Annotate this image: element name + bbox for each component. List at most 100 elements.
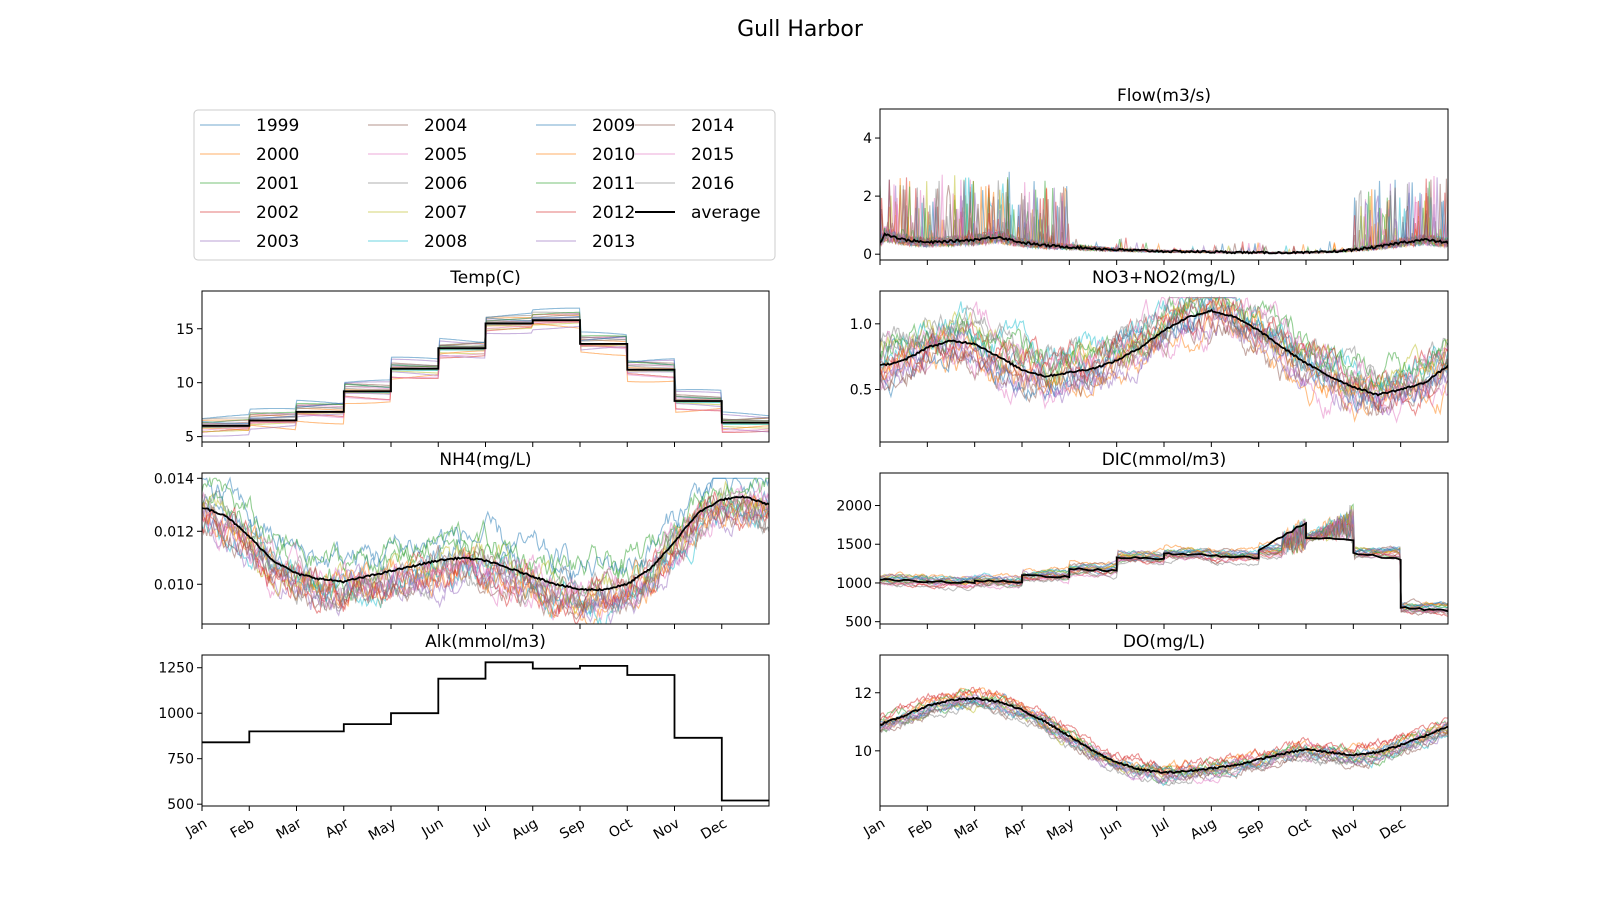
legend-label-2005: 2005 [424,145,467,165]
x-tick-label-jul: Jul [470,816,494,839]
series-line-2012 [880,686,1448,776]
y-tick-label: 0.014 [154,471,194,487]
x-tick-label-oct: Oct [1285,815,1314,841]
panels: Flow(m3/s) 0 2 4 Temp(C) 5 10 15 NH4(mg/L) 0.010 0… [154,86,1449,844]
panel-title: DO(mg/L) [1123,632,1205,652]
legend: 1999 2000 2001 2002 2003 2004 2005 2006 2007 2008… [193,109,776,261]
x-tick-label-jun: Jun [418,816,446,841]
legend-label-2009: 2009 [592,116,635,136]
x-tick-label-dec: Dec [1377,816,1408,843]
x-tick-label-nov: Nov [651,816,683,844]
panel-title: NO3+NO2(mg/L) [1092,268,1236,288]
average-line [880,232,1448,255]
series-line-2015 [202,481,769,608]
series-line-2001 [202,491,769,604]
panel-no3-no2-mg-l-: NO3+NO2(mg/L) 0.5 1.0 [850,268,1449,447]
panel-title: NH4(mg/L) [439,450,531,470]
x-tick-label-apr: Apr [1001,815,1030,841]
legend-label-1999: 1999 [256,116,299,136]
x-tick-label-aug: Aug [509,816,541,844]
axes-frame [201,290,770,443]
series-line-2001 [880,696,1448,785]
x-tick-label-jul: Jul [1148,816,1172,839]
series-line-1999 [880,698,1448,777]
panel-title: DIC(mmol/m3) [1102,450,1227,470]
legend-label-2003: 2003 [256,232,299,252]
legend-label-average: average [691,203,761,223]
y-tick-label: 500 [845,615,872,631]
y-tick-label: 1250 [158,661,194,677]
legend-label-2013: 2013 [592,232,635,252]
legend-label-2015: 2015 [691,145,734,165]
y-tick-label: 0.5 [850,382,872,398]
legend-label-2011: 2011 [592,174,635,194]
x-tick-label-dec: Dec [698,816,729,843]
series-line-2015 [880,509,1448,614]
legend-label-2014: 2014 [691,116,734,136]
y-tick-label: 1000 [836,576,872,592]
legend-frame [193,109,776,261]
panel-do-mg-l-: DO(mg/L) 10 12 Jan Feb Mar Apr May Jun Jul Aug Sep O… [854,632,1449,844]
average-line [880,308,1448,397]
y-tick-label: 10 [176,376,194,392]
legend-label-2004: 2004 [424,116,467,136]
y-tick-label: 10 [854,744,872,760]
average-line [202,495,769,592]
y-tick-label: 750 [167,752,194,768]
x-tick-label-apr: Apr [323,815,352,841]
x-tick-label-oct: Oct [606,815,635,841]
y-tick-label: 15 [176,322,194,338]
y-tick-label: 5 [185,430,194,446]
legend-label-2016: 2016 [691,174,734,194]
panel-temp-c-: Temp(C) 5 10 15 [176,268,770,447]
legend-label-2008: 2008 [424,232,467,252]
y-tick-label: 2000 [836,499,872,515]
average-line [880,521,1448,613]
panel-title: Flow(m3/s) [1117,86,1211,106]
y-tick-label: 0 [863,247,872,263]
series-line-2012 [880,519,1448,617]
panel-title: Temp(C) [449,268,520,288]
series-line-2016 [880,297,1448,400]
x-tick-label-feb: Feb [906,816,936,842]
x-tick-label-feb: Feb [228,816,258,842]
panel-nh4-mg-l-: NH4(mg/L) 0.010 0.012 0.014 [154,450,770,629]
y-tick-label: 4 [863,131,872,147]
series-line-2016 [880,521,1448,614]
legend-label-2010: 2010 [592,145,635,165]
legend-label-2000: 2000 [256,145,299,165]
panel-title: Alk(mmol/m3) [425,632,546,652]
y-tick-label: 1000 [158,706,194,722]
average-line [202,319,769,427]
y-tick-label: 0.010 [154,577,194,593]
series-line-2014 [880,521,1448,616]
x-tick-label-jan: Jan [182,816,210,841]
series-line-2014 [880,308,1448,414]
legend-label-2007: 2007 [424,203,467,223]
series-line-2010 [880,296,1448,401]
series-line-2016 [880,699,1448,785]
average-line [202,661,769,802]
panel-dic-mmol-m3-: DIC(mmol/m3) 500 1000 1500 2000 [836,450,1449,631]
series-line-2010 [202,494,769,619]
legend-label-2002: 2002 [256,203,299,223]
series-line-2002 [880,514,1448,615]
legend-label-2006: 2006 [424,174,467,194]
y-tick-label: 500 [167,797,194,813]
series-line-2006 [202,487,769,604]
y-tick-label: 2 [863,189,872,205]
x-tick-label-may: May [366,816,399,844]
y-tick-label: 1.0 [850,317,872,333]
x-tick-label-nov: Nov [1330,816,1362,844]
panel-flow-m3-s-: Flow(m3/s) 0 2 4 [863,86,1449,265]
y-tick-label: 1500 [836,537,872,553]
series-line-2013 [880,307,1448,416]
x-tick-label-aug: Aug [1188,816,1220,844]
axes-frame [879,654,1449,807]
y-tick-label: 12 [854,686,872,702]
series-line-2014 [202,495,769,612]
figure-title: Gull Harbor [737,17,864,42]
x-tick-label-sep: Sep [1236,816,1267,843]
series-line-2012 [202,497,769,617]
